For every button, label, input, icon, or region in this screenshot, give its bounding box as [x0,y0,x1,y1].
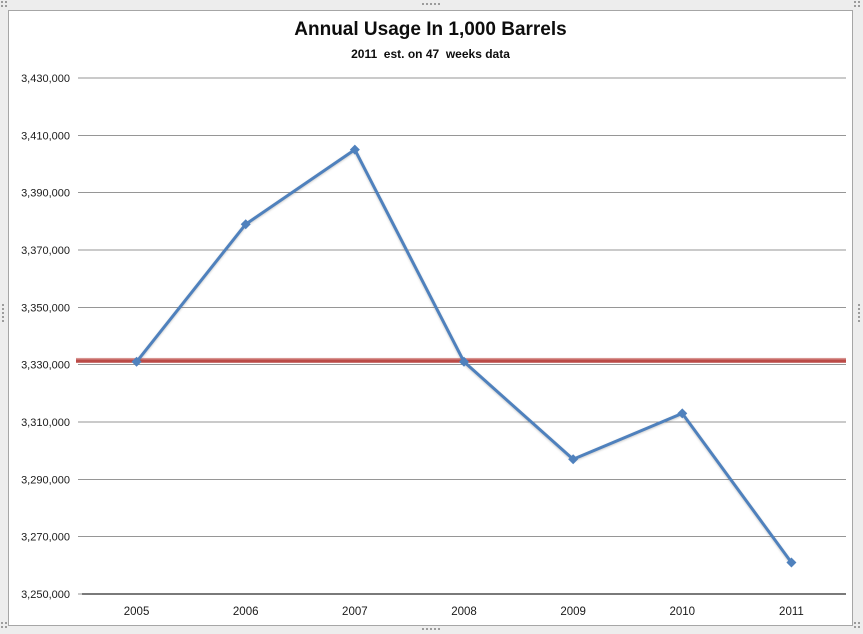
y-axis-label: 3,370,000 [21,245,70,257]
chart-subtitle: 2011 est. on 47 weeks data [351,47,510,61]
series-line[interactable] [135,148,793,564]
y-axis-label: 3,330,000 [21,360,70,372]
selection-handle-top-middle[interactable] [422,3,424,5]
data-point-marker[interactable] [459,356,469,367]
y-axis-label: 3,350,000 [21,302,70,314]
plot-group: 3,430,000 3,410,000 3,390,000 3,370,000 3,35… [21,73,846,618]
data-point-marker[interactable] [786,557,797,568]
chart-title: Annual Usage In 1,000 Barrels [294,19,567,40]
x-axis-label: 2006 [233,606,259,618]
y-axis-label: 3,310,000 [21,417,70,429]
selection-handle-left-middle[interactable] [2,304,4,306]
x-axis-label: 2007 [342,606,368,618]
data-point-marker[interactable] [568,454,579,465]
selection-handle-top-left[interactable] [1,1,3,3]
selection-handle-right-middle[interactable] [858,304,860,306]
y-axis-label: 3,270,000 [21,532,70,544]
data-point-marker[interactable] [131,356,142,367]
data-point-marker[interactable] [240,219,251,230]
y-axis-label: 3,410,000 [21,130,70,142]
selection-handle-bottom-left[interactable] [1,622,3,624]
selection-handle-bottom-middle[interactable] [422,628,424,630]
data-point-marker[interactable] [677,408,688,419]
x-axis-label: 2010 [669,606,695,618]
selection-handle-top-right[interactable] [854,1,856,3]
x-axis-label: 2005 [124,606,150,618]
y-axis-label: 3,290,000 [21,474,70,486]
x-axis-label: 2008 [451,606,477,618]
y-axis-label: 3,390,000 [21,188,70,200]
y-axis-label: 3,430,000 [21,73,70,85]
data-point-marker[interactable] [349,144,360,155]
chart-object[interactable]: Annual Usage In 1,000 Barrels 2011 est. … [8,10,853,626]
y-axis-label: 3,250,000 [21,589,70,601]
selection-handle-bottom-right[interactable] [854,622,856,624]
plot-area: 3,430,000 3,410,000 3,390,000 3,370,000 3,35… [21,73,846,618]
x-axis-label: 2011 [779,606,804,618]
x-axis-label: 2009 [560,606,586,618]
